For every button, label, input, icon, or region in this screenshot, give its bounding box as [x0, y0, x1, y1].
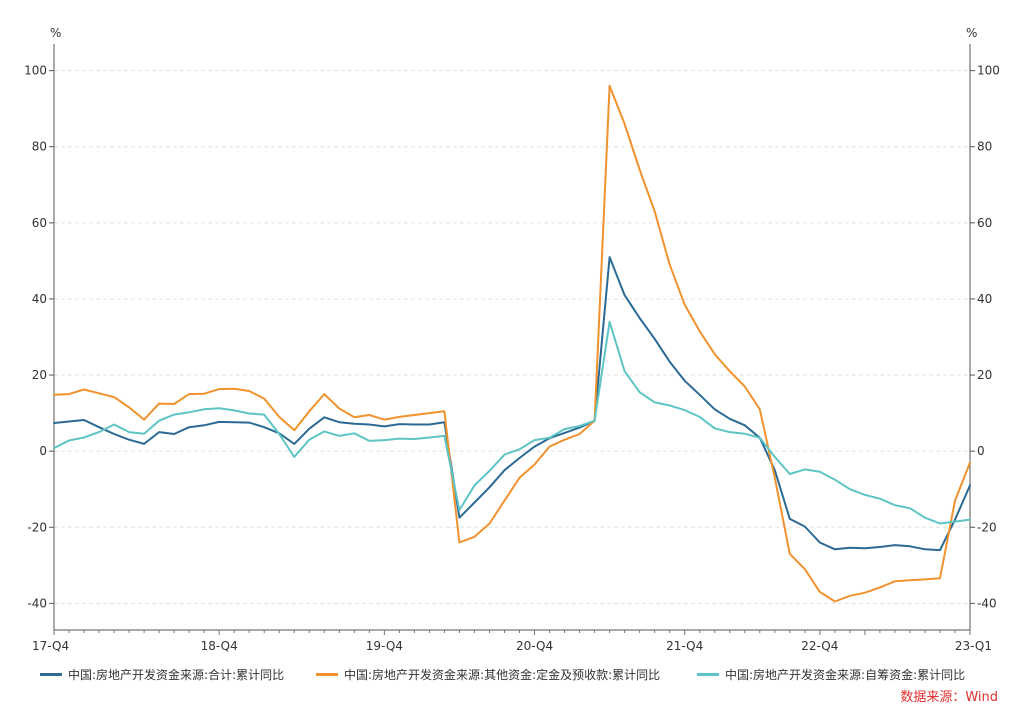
legend-label-self-raised: 中国:房地产开发资金来源:自筹资金:累计同比	[725, 668, 966, 682]
y-tick-label-right: 0	[977, 444, 985, 458]
x-tick-label: 20-Q4	[516, 639, 553, 653]
y-tick-label-left: 80	[32, 140, 47, 154]
legend-label-deposits: 中国:房地产开发资金来源:其他资金:定金及预收款:累计同比	[344, 668, 661, 682]
series-lines	[53, 84, 971, 603]
y-tick-label-right: 80	[977, 140, 992, 154]
legend: 中国:房地产开发资金来源:合计:累计同比 中国:房地产开发资金来源:其他资金:定…	[40, 666, 1010, 686]
y-tick-label-right: 40	[977, 292, 992, 306]
y-tick-label-left: -40	[27, 596, 47, 610]
legend-swatch-total	[40, 673, 62, 676]
axes	[53, 44, 971, 631]
x-tick-label: 21-Q4	[666, 639, 703, 653]
series-line-1	[53, 84, 971, 603]
y-tick-label-left: 40	[32, 292, 47, 306]
y-tick-label-right: -40	[977, 596, 997, 610]
y-tick-label-left: 20	[32, 368, 47, 382]
y-tick-label-right: 60	[977, 216, 992, 230]
y-tick-label-left: 0	[39, 444, 47, 458]
x-axis: 17-Q4 18-Q4 19-Q4 20-Q4 21-Q4 22-Q4 23-Q1	[32, 630, 992, 653]
y-unit-right: %	[966, 26, 977, 40]
chart-canvas: % % -40 -20 0 20 40 60 80 100 -40 -20 0 20 40 60 80 10…	[24, 26, 1000, 653]
y-tick-label-right: 100	[977, 64, 1000, 78]
x-tick-label: 18-Q4	[201, 639, 238, 653]
series-line-0	[53, 256, 971, 552]
y-tick-label-left: 60	[32, 216, 47, 230]
source-note: 数据来源：Wind	[900, 690, 998, 705]
y-unit-left: %	[50, 26, 61, 40]
legend-swatch-deposits	[316, 673, 338, 676]
legend-item-self-raised: 中国:房地产开发资金来源:自筹资金:累计同比	[697, 666, 965, 683]
x-tick-label: 23-Q1	[955, 639, 992, 653]
y-axis-right: -40 -20 0 20 40 60 80 100	[970, 64, 1000, 610]
x-tick-label: 19-Q4	[366, 639, 403, 653]
legend-swatch-self-raised	[697, 673, 719, 676]
series-line-2	[53, 320, 971, 525]
grid-lines	[54, 70, 970, 604]
y-tick-label-right: 20	[977, 368, 992, 382]
legend-label-total: 中国:房地产开发资金来源:合计:累计同比	[68, 668, 285, 682]
y-axis-left: -40 -20 0 20 40 60 80 100	[24, 64, 54, 610]
legend-item-deposits: 中国:房地产开发资金来源:其他资金:定金及预收款:累计同比	[316, 666, 660, 683]
x-tick-label: 17-Q4	[32, 639, 69, 653]
legend-item-total: 中国:房地产开发资金来源:合计:累计同比	[40, 666, 284, 683]
y-tick-label-left: 100	[24, 64, 47, 78]
y-tick-label-right: -20	[977, 520, 997, 534]
y-tick-label-left: -20	[27, 520, 47, 534]
x-tick-label: 22-Q4	[801, 639, 838, 653]
